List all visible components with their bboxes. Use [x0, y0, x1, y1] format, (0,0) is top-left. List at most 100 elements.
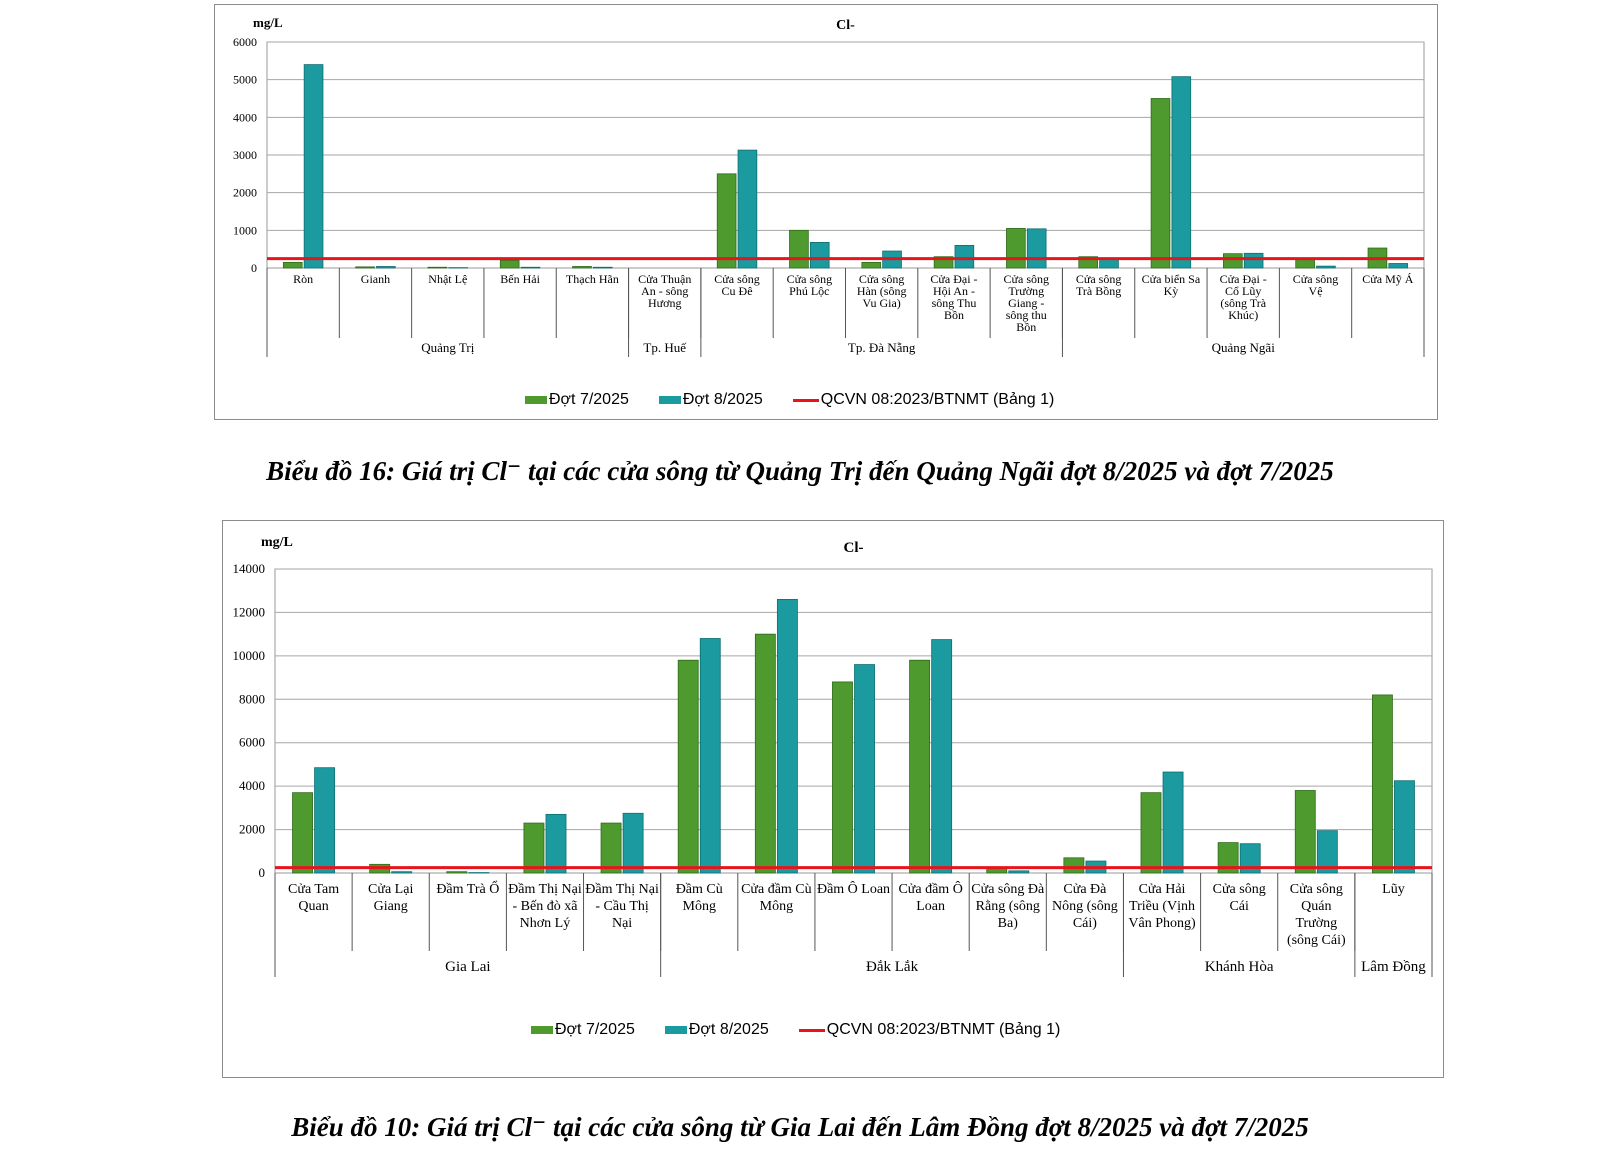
category-label: Gianh	[361, 272, 390, 286]
chart-1-legend: Đợt 7/2025 Đợt 8/2025 QCVN 08:2023/BTNMT…	[525, 391, 1054, 409]
bar-2-14	[1316, 830, 1338, 874]
legend-label-threshold: QCVN 08:2023/BTNMT (Bảng 1)	[820, 391, 1055, 408]
category-label: Thạch Hãn	[566, 272, 619, 286]
category-label: Cửa sông Phú Lộc	[787, 272, 833, 298]
legend-item-series-2: Đợt 8/2025	[664, 1021, 769, 1039]
bar-2-4	[520, 266, 541, 269]
legend-swatch-series-2	[664, 1026, 687, 1034]
category-label: Cửa sông Cái	[1213, 882, 1266, 914]
category-label: Lũy	[1382, 882, 1405, 897]
category-label: Cửa Hải Triều (Vịnh Vân Phong)	[1128, 882, 1196, 931]
bar-2-7	[737, 149, 758, 269]
chart-1-svg: 0 1000 2000 3000 4000 5000 6000 mg/L Cl- Ròn Gianh…	[233, 15, 1425, 357]
legend-swatch-threshold	[792, 398, 819, 402]
bar-1-13	[1217, 842, 1239, 874]
bar-1-7	[754, 633, 776, 874]
category-label: Ròn	[293, 272, 313, 286]
category-label: Cửa Đại -Hội An -sông Thu Bồn	[930, 272, 977, 322]
bar-2-14	[1243, 252, 1264, 269]
bar-1-15	[1295, 259, 1315, 269]
category-label: Cửa đầm Ô Loan	[898, 880, 962, 914]
bar-1-13	[1150, 98, 1171, 269]
bar-1-8	[832, 681, 853, 874]
group-label: Tp. Đà Nẵng	[848, 340, 916, 355]
chart-title: Cl-	[844, 540, 864, 556]
bar-2-16	[1388, 263, 1409, 269]
group-label: Quảng Ngãi	[1212, 340, 1276, 355]
y-tick-label: 6000	[233, 35, 257, 49]
bar-2-9	[931, 639, 953, 874]
legend-item-threshold: QCVN 08:2023/BTNMT (Bảng 1)	[798, 1021, 1060, 1039]
bar-1-2	[355, 266, 375, 269]
chart-title: Cl-	[836, 18, 855, 33]
plot-area	[274, 568, 1433, 874]
chart-1-caption: Biểu đồ 16: Giá trị Cl⁻ tại các cửa sông…	[266, 456, 1334, 486]
chart-2-caption: Biểu đồ 10: Giá trị Cl⁻ tại các cửa sông…	[291, 1112, 1309, 1142]
bar-2-12	[1099, 258, 1119, 269]
category-label: Đầm Thị Nại - Cầu Thị Nại	[585, 882, 659, 931]
bar-1-4	[523, 822, 545, 874]
bar-1-14	[1223, 253, 1243, 269]
y-tick-label: 1000	[233, 223, 257, 237]
category-label: Cửa Đại -Cổ Lũy (sông Trà Khúc)	[1220, 272, 1267, 322]
legend-item-threshold: QCVN 08:2023/BTNMT (Bảng 1)	[792, 391, 1055, 409]
group-label: Đắk Lắk	[866, 959, 919, 975]
category-label: Đầm Ô Loan	[817, 880, 890, 897]
group-label: Lâm Đồng	[1361, 959, 1426, 975]
bar-2-15	[1394, 780, 1415, 874]
bar-2-5	[593, 266, 613, 269]
bar-2-2	[376, 266, 396, 269]
y-tick-label: 0	[259, 865, 266, 880]
group-label: Gia Lai	[445, 959, 490, 975]
bar-2-10	[954, 244, 975, 269]
y-tick-label: 0	[251, 261, 257, 275]
legend-label-series-2: Đợt 8/2025	[682, 391, 763, 408]
category-label: Cửa biển Sa Kỳ	[1142, 272, 1201, 298]
bar-2-15	[1316, 265, 1336, 269]
legend-swatch-series-1	[525, 396, 547, 404]
category-label: Cửa Mỹ Á	[1362, 272, 1414, 286]
bar-1-5	[572, 266, 592, 269]
legend-label-series-2: Đợt 8/2025	[688, 1021, 769, 1038]
y-tick-label: 10000	[233, 648, 266, 663]
bar-2-13	[1171, 76, 1192, 269]
bar-2-11	[1026, 228, 1047, 269]
bar-1-12	[1140, 792, 1162, 874]
category-label: Cửa sông Đà Rằng (sông Ba)	[971, 882, 1045, 931]
category-label: Bến Hải	[500, 272, 540, 286]
category-label: Cửa sông Cu Đê	[714, 272, 760, 298]
bar-1-10	[986, 868, 1008, 874]
bar-2-8	[809, 241, 830, 269]
category-label: Cửa Tam Quan	[288, 882, 339, 914]
legend-label-series-1: Đợt 7/2025	[555, 1021, 635, 1038]
legend-swatch-threshold	[798, 1028, 825, 1032]
bar-2-1	[303, 64, 324, 269]
bar-2-6	[699, 638, 721, 874]
y-tick-label: 14000	[233, 561, 266, 576]
y-tick-label: 8000	[239, 691, 265, 706]
bar-2-1	[314, 767, 336, 874]
bar-1-8	[789, 229, 809, 269]
category-label: Cửa Lại Giang	[368, 882, 413, 914]
bar-1-1	[292, 792, 313, 874]
bar-2-2	[391, 871, 413, 874]
legend-swatch-series-2	[658, 396, 681, 404]
category-label: Cửa đầm Cù Mông	[741, 882, 812, 914]
y-tick-label: 3000	[233, 148, 257, 162]
bar-2-10	[1008, 870, 1030, 874]
category-label: Đầm Cù Mông	[676, 882, 723, 914]
bar-1-9	[909, 659, 931, 874]
y-tick-label: 2000	[239, 822, 265, 837]
bar-1-5	[600, 822, 622, 874]
bar-1-3	[427, 266, 448, 269]
bar-2-7	[776, 599, 798, 874]
bar-1-12	[1078, 256, 1098, 269]
bar-2-12	[1162, 771, 1184, 874]
bar-1-4	[499, 260, 520, 269]
group-label: Quảng Trị	[421, 340, 474, 355]
group-label: Khánh Hòa	[1205, 959, 1274, 975]
legend-item-series-2: Đợt 8/2025	[658, 391, 763, 409]
chart-2-svg: 0 2000 4000 6000 8000 10000 12000 14000 mg/L Cl- C…	[233, 535, 1433, 977]
category-label: Cửa sông Trường Giang -sông thu Bồn	[1004, 272, 1050, 334]
category-label: Cửa sông Quán Trường (sông Cái)	[1287, 882, 1346, 948]
